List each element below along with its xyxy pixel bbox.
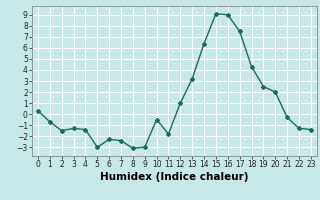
X-axis label: Humidex (Indice chaleur): Humidex (Indice chaleur) <box>100 172 249 182</box>
